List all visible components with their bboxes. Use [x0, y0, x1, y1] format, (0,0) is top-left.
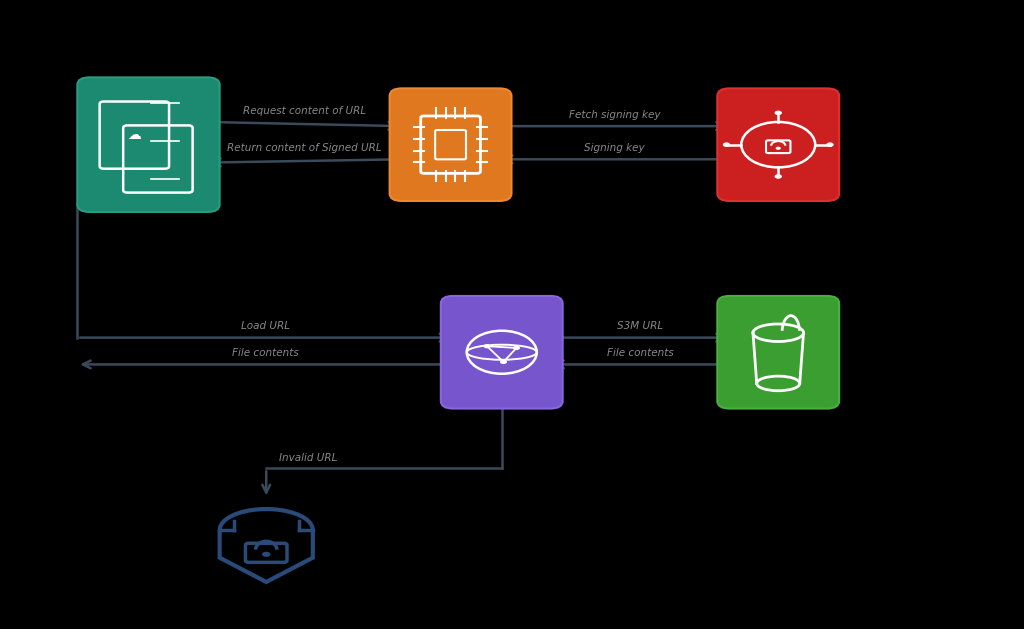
Text: Return content of Signed URL: Return content of Signed URL: [227, 143, 382, 153]
Circle shape: [774, 174, 782, 179]
FancyBboxPatch shape: [717, 296, 840, 409]
Circle shape: [483, 344, 490, 348]
FancyBboxPatch shape: [389, 88, 512, 201]
Text: S3M URL: S3M URL: [616, 321, 664, 331]
Circle shape: [500, 360, 507, 364]
FancyBboxPatch shape: [78, 77, 220, 212]
Text: Signing key: Signing key: [584, 143, 645, 153]
Circle shape: [723, 142, 730, 147]
Circle shape: [826, 142, 834, 147]
Text: Request content of URL: Request content of URL: [243, 106, 367, 116]
FancyBboxPatch shape: [440, 296, 563, 409]
FancyBboxPatch shape: [717, 88, 840, 201]
Text: ☁: ☁: [127, 128, 141, 142]
Text: Fetch signing key: Fetch signing key: [568, 110, 660, 120]
Circle shape: [513, 346, 520, 350]
Text: File contents: File contents: [231, 348, 299, 358]
Circle shape: [774, 111, 782, 115]
Text: Load URL: Load URL: [241, 321, 290, 331]
Text: File contents: File contents: [606, 348, 674, 358]
Circle shape: [775, 147, 781, 150]
Text: Invalid URL: Invalid URL: [279, 454, 337, 464]
Circle shape: [262, 552, 270, 557]
